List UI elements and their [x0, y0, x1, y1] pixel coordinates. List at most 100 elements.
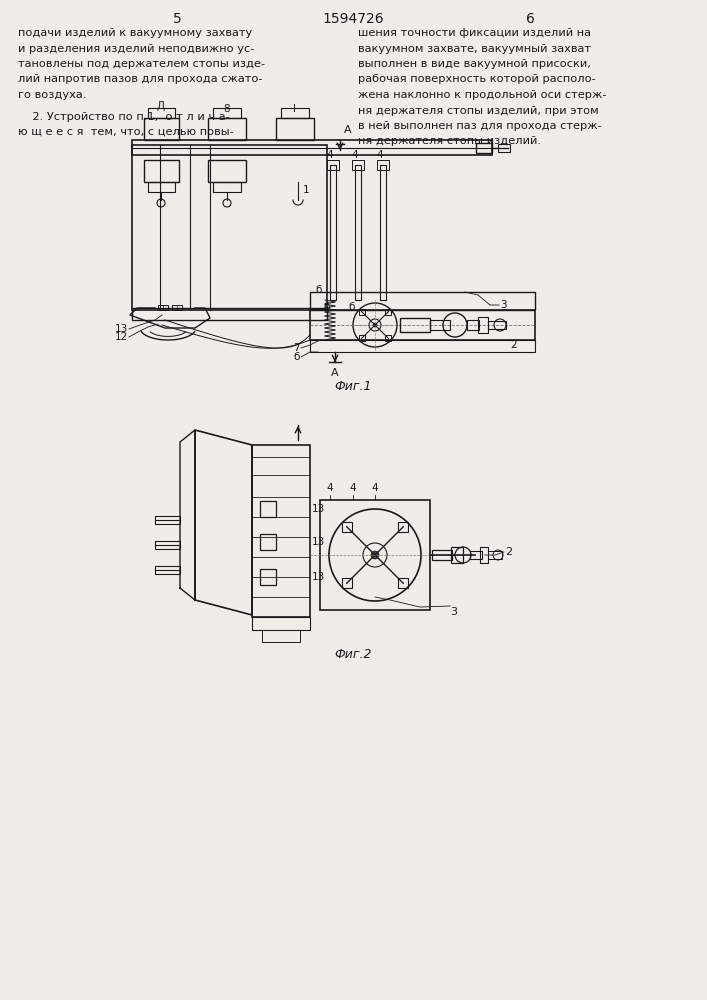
Text: Фиг.1: Фиг.1	[334, 380, 372, 393]
Bar	[377, 160, 389, 170]
Text: го воздуха.: го воздуха.	[18, 90, 86, 100]
Text: 13: 13	[312, 537, 325, 547]
Bar	[488, 321, 506, 329]
Bar	[341, 578, 351, 588]
Bar	[327, 160, 339, 170]
Text: Д: Д	[157, 101, 165, 111]
Bar	[355, 165, 361, 300]
Text: Фиг.2: Фиг.2	[334, 648, 372, 661]
Text: 3: 3	[450, 607, 457, 617]
Text: в ней выполнен паз для прохода стерж-: в ней выполнен паз для прохода стерж-	[358, 121, 602, 131]
Bar	[132, 140, 492, 155]
Text: 7: 7	[293, 343, 300, 353]
Bar	[341, 522, 351, 532]
Bar	[144, 118, 179, 140]
Bar	[144, 160, 179, 182]
Text: ня держателя стопы изделий, при этом: ня держателя стопы изделий, при этом	[358, 105, 599, 115]
Bar	[260, 569, 276, 585]
Bar	[358, 335, 365, 341]
Text: 13: 13	[115, 324, 128, 334]
Text: выполнен в виде вакуумной присоски,: выполнен в виде вакуумной присоски,	[358, 59, 591, 69]
Polygon shape	[180, 430, 195, 600]
Bar	[451, 547, 463, 563]
Text: вакуумном захвате, вакуумный захват: вакуумном захвате, вакуумный захват	[358, 43, 591, 53]
Text: 1: 1	[303, 185, 310, 195]
Text: 8: 8	[223, 104, 230, 114]
Text: ю щ е е с я  тем, что, с целью повы-: ю щ е е с я тем, что, с целью повы-	[18, 127, 234, 137]
Bar	[488, 551, 502, 559]
Bar	[380, 165, 386, 300]
Bar	[330, 165, 336, 300]
Text: б: б	[293, 352, 300, 362]
Bar	[398, 522, 408, 532]
Text: 4: 4	[327, 150, 333, 160]
Bar	[467, 320, 479, 330]
Bar	[213, 108, 241, 118]
Text: 3: 3	[500, 300, 507, 310]
Circle shape	[373, 323, 377, 327]
Bar	[132, 308, 327, 320]
Bar	[252, 445, 310, 617]
Bar	[320, 500, 430, 610]
Bar	[155, 566, 180, 574]
Text: 5: 5	[173, 12, 182, 26]
Text: 13: 13	[312, 572, 325, 582]
Bar	[470, 551, 482, 559]
Bar	[478, 317, 488, 333]
Bar	[148, 108, 175, 118]
Bar	[352, 160, 364, 170]
Text: 2: 2	[510, 340, 517, 350]
Bar	[213, 182, 241, 192]
Text: подачи изделий к вакуумному захвату: подачи изделий к вакуумному захвату	[18, 28, 252, 38]
Bar	[480, 547, 488, 563]
Text: 4: 4	[327, 483, 333, 493]
Bar	[310, 292, 535, 310]
Bar	[430, 320, 450, 330]
Bar	[148, 182, 175, 192]
Text: 12: 12	[115, 332, 128, 342]
Text: 13: 13	[312, 504, 325, 514]
Bar	[310, 310, 535, 340]
Bar	[252, 617, 310, 630]
Polygon shape	[195, 430, 252, 615]
Bar	[281, 108, 309, 118]
Bar	[398, 578, 408, 588]
Bar	[172, 305, 182, 310]
Bar	[385, 335, 392, 341]
Text: A: A	[344, 125, 351, 135]
Text: 1594726: 1594726	[322, 12, 384, 26]
Bar	[155, 541, 180, 549]
Text: 2. Устройство по п.1,  о т л и ч а-: 2. Устройство по п.1, о т л и ч а-	[18, 111, 230, 121]
Bar	[260, 534, 276, 550]
Text: рабочая поверхность которой располо-: рабочая поверхность которой располо-	[358, 75, 596, 85]
Text: б: б	[349, 302, 355, 312]
Bar	[310, 340, 535, 352]
Text: тановлены под держателем стопы изде-: тановлены под держателем стопы изде-	[18, 59, 265, 69]
Text: ня держателя стопы изделий.: ня держателя стопы изделий.	[358, 136, 541, 146]
Bar	[208, 118, 246, 140]
Text: 4: 4	[351, 150, 358, 160]
Text: 4: 4	[350, 483, 356, 493]
Bar	[155, 516, 180, 524]
Text: лий напротив пазов для прохода сжато-: лий напротив пазов для прохода сжато-	[18, 75, 262, 85]
Text: шения точности фиксации изделий на: шения точности фиксации изделий на	[358, 28, 591, 38]
Bar	[208, 160, 246, 182]
Bar	[276, 118, 314, 140]
Text: 4: 4	[372, 483, 378, 493]
Bar	[385, 309, 392, 315]
Text: б: б	[315, 285, 322, 295]
Text: б: б	[324, 302, 330, 312]
Bar	[262, 630, 300, 642]
Text: A: A	[331, 368, 339, 378]
Bar	[400, 318, 430, 332]
Text: 2: 2	[505, 547, 512, 557]
Text: и разделения изделий неподвижно ус-: и разделения изделий неподвижно ус-	[18, 43, 255, 53]
Bar	[498, 144, 510, 152]
Text: жена наклонно к продольной оси стерж-: жена наклонно к продольной оси стерж-	[358, 90, 607, 100]
Circle shape	[371, 551, 379, 559]
Bar	[260, 501, 276, 517]
Polygon shape	[130, 308, 210, 328]
Text: 4: 4	[377, 150, 383, 160]
Bar	[158, 305, 168, 310]
Bar	[132, 145, 327, 310]
